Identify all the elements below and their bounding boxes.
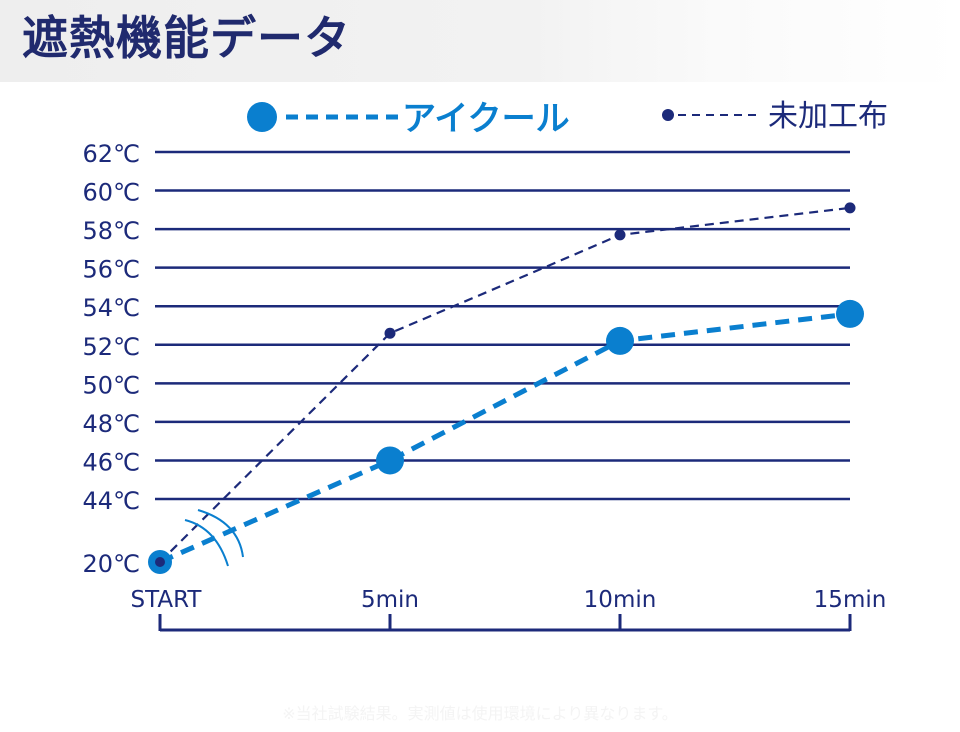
y-tick-label: 44℃ <box>83 487 141 515</box>
legend-series-2-marker <box>662 109 674 121</box>
y-tick-label: 50℃ <box>83 371 141 399</box>
y-tick-label: 48℃ <box>83 410 141 438</box>
y-tick-label: 52℃ <box>83 333 141 361</box>
x-tick-label: START <box>131 587 203 613</box>
x-tick-labels: START 5min 10min 15min <box>131 587 887 613</box>
series-icool-point <box>836 299 864 328</box>
axis-break-curve-2 <box>197 509 244 558</box>
y-tick-label: 20℃ <box>83 550 141 578</box>
y-tick-label: 54℃ <box>83 294 141 322</box>
series-untreated-point <box>844 202 856 214</box>
legend-series-2-label: 未加工布 <box>768 99 888 134</box>
series-untreated-line <box>159 206 851 563</box>
axis-break-curve-1 <box>184 519 229 567</box>
y-tick-label: 62℃ <box>83 140 141 168</box>
legend-series-1-label: アイクール <box>402 99 570 139</box>
x-axis-ticks <box>158 614 852 631</box>
series-untreated-point <box>384 327 396 339</box>
grid <box>155 150 850 501</box>
series-icool-point <box>376 446 404 475</box>
series-icool-line <box>158 311 851 565</box>
series-icool <box>148 299 864 574</box>
x-tick-label: 15min <box>814 587 887 613</box>
y-tick-label: 46℃ <box>83 448 141 476</box>
y-tick-labels: 62℃ 60℃ 58℃ 56℃ 54℃ 52℃ 50℃ 48℃ 46℃ 44℃ 20℃ <box>83 140 141 578</box>
x-tick-label: 5min <box>361 587 419 613</box>
legend: アイクール 未加工布 <box>247 99 888 139</box>
y-tick-label: 60℃ <box>83 179 141 207</box>
x-tick-label: 10min <box>584 587 657 613</box>
legend-series-1-marker <box>247 102 277 132</box>
series-untreated-point <box>614 229 626 241</box>
series-untreated <box>154 202 856 568</box>
series-untreated-start-point <box>155 557 165 567</box>
page-title: 遮熱機能データ <box>22 11 351 65</box>
y-tick-label: 58℃ <box>83 217 141 245</box>
axis-break-mark <box>184 509 244 567</box>
header: 遮熱機能データ <box>0 0 960 82</box>
series-icool-point <box>606 326 634 355</box>
y-tick-label: 56℃ <box>83 256 141 284</box>
footnote: ※当社試験結果。実測値は使用環境により異なります。 <box>282 704 678 723</box>
